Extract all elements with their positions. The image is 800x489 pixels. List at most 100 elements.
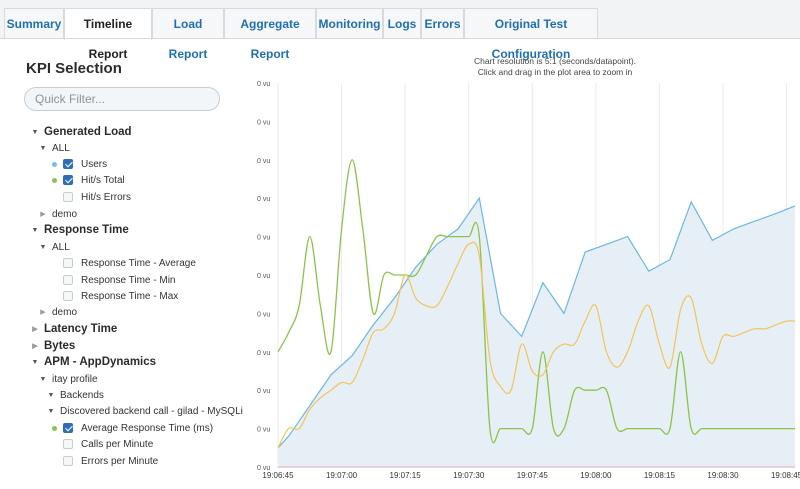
kpi-tree-label: Response Time - Max <box>81 290 179 302</box>
y-tick-label: 0 vu <box>257 119 270 126</box>
y-tick-label: 0 vu <box>257 350 270 357</box>
kpi-tree-group-itay-profile[interactable]: ▼ itay profile <box>38 372 98 386</box>
chart-resolution-note: Chart resolution is 5:1 (seconds/datapoi… <box>440 56 670 78</box>
x-axis-labels: 19:06:45 19:07:00 19:07:15 19:07:30 19:07:45… <box>262 471 800 480</box>
kpi-tree-section-bytes[interactable]: ▶ Bytes <box>30 339 75 353</box>
x-tick-label: 19:08:30 <box>707 471 739 480</box>
y-tick-label: 0 vu <box>257 465 270 472</box>
kpi-checkbox[interactable] <box>63 291 73 301</box>
average-response-time-series-line <box>277 241 796 449</box>
kpi-tree-item-calls-per-minute[interactable]: Calls per Minute <box>52 437 153 451</box>
chart-zoom-hint: Click and drag in the plot area to zoom … <box>477 67 633 77</box>
tab-monitoring[interactable]: Monitoring <box>316 8 383 39</box>
x-tick-label: 19:08:15 <box>644 471 676 480</box>
kpi-tree-label: Errors per Minute <box>81 455 159 467</box>
expand-arrow-icon[interactable]: ▶ <box>32 343 38 350</box>
kpi-tree-label: Discovered backend call - gilad - MySQLi <box>60 405 243 417</box>
tab-load-report[interactable]: Load Report <box>152 8 224 61</box>
x-tick-label: 19:08:00 <box>580 471 612 480</box>
y-tick-label: 0 vu <box>257 158 270 165</box>
kpi-tree-label: Latency Time <box>44 323 118 335</box>
x-tick-label: 19:07:45 <box>517 471 549 480</box>
chart-resolution-text: Chart resolution is 5:1 (seconds/datapoi… <box>473 56 637 66</box>
kpi-checkbox[interactable] <box>63 275 73 285</box>
kpi-checkbox[interactable] <box>63 175 73 185</box>
kpi-tree-label: Response Time - Min <box>81 274 176 286</box>
kpi-tree-label: demo <box>52 306 78 318</box>
quick-filter-input[interactable] <box>24 87 220 111</box>
kpi-tree-item-errors-per-minute[interactable]: Errors per Minute <box>52 454 158 468</box>
users-area-fill <box>278 198 795 467</box>
kpi-tree-item-users[interactable]: Users <box>52 157 107 171</box>
x-tick-label: 19:06:45 <box>262 471 294 480</box>
x-tick-label: 19:07:15 <box>390 471 422 480</box>
collapse-arrow-icon[interactable]: ▼ <box>47 391 55 399</box>
tab-aggregate-report[interactable]: Aggregate Report <box>224 8 316 61</box>
kpi-tree-label: Response Time - Average <box>81 257 196 269</box>
kpi-checkbox[interactable] <box>63 192 73 202</box>
series-color-dot <box>52 425 57 431</box>
kpi-tree-label: Calls per Minute <box>81 438 154 450</box>
kpi-tree-group-discovered-backend-call-gilad-mysqli[interactable]: ▼ Discovered backend call - gilad - MySQL… <box>46 404 243 418</box>
collapse-arrow-icon[interactable]: ▼ <box>31 128 39 136</box>
y-tick-label: 0 vu <box>257 235 270 242</box>
expand-arrow-icon[interactable]: ▶ <box>32 326 38 333</box>
tab-summary[interactable]: Summary <box>4 8 64 39</box>
x-tick-label: 19:08:45 <box>771 471 800 480</box>
tab-logs[interactable]: Logs <box>383 8 421 39</box>
kpi-checkbox[interactable] <box>63 456 73 466</box>
expand-arrow-icon[interactable]: ▶ <box>40 309 46 316</box>
y-tick-label: 0 vu <box>257 196 270 203</box>
hits-total-series-line <box>277 159 795 444</box>
collapse-arrow-icon[interactable]: ▼ <box>31 226 39 234</box>
kpi-tree-section-generated-load[interactable]: ▼ Generated Load <box>30 125 132 139</box>
tab-timeline-report[interactable]: Timeline Report <box>64 8 152 61</box>
kpi-tree-group-all[interactable]: ▼ ALL <box>38 141 70 155</box>
kpi-tree-group-demo[interactable]: ▶ demo <box>38 207 77 221</box>
kpi-tree-section-latency-time[interactable]: ▶ Latency Time <box>30 322 117 336</box>
kpi-tree-label: ALL <box>52 241 70 253</box>
kpi-checkbox[interactable] <box>63 423 73 433</box>
kpi-tree-group-all[interactable]: ▼ ALL <box>38 240 70 254</box>
users-series-line <box>277 196 796 449</box>
kpi-tree-section-apm-appdynamics[interactable]: ▼ APM - AppDynamics <box>30 355 157 369</box>
tab-bar: Summary Timeline Report Load Report Aggr… <box>0 0 800 61</box>
kpi-tree-label: ALL <box>52 142 70 154</box>
x-tick-label: 19:07:00 <box>326 471 358 480</box>
kpi-tree-label: Backends <box>60 389 104 401</box>
kpi-tree-label: Hit/s Errors <box>81 191 131 203</box>
tab-errors[interactable]: Errors <box>421 8 464 39</box>
tab-original-test-configuration[interactable]: Original Test Configuration <box>464 8 598 61</box>
kpi-tree-section-response-time[interactable]: ▼ Response Time <box>30 223 129 237</box>
collapse-arrow-icon[interactable]: ▼ <box>39 144 47 152</box>
kpi-tree-label: Average Response Time (ms) <box>81 422 214 434</box>
collapse-arrow-icon[interactable]: ▼ <box>47 407 55 415</box>
kpi-tree-item-response-time-min[interactable]: Response Time - Min <box>52 273 175 287</box>
kpi-tree-label: Bytes <box>44 340 76 352</box>
kpi-checkbox[interactable] <box>63 258 73 268</box>
y-tick-label: 0 vu <box>257 388 270 395</box>
kpi-tree-item-response-time-average[interactable]: Response Time - Average <box>52 256 196 270</box>
expand-arrow-icon[interactable]: ▶ <box>40 211 46 218</box>
kpi-checkbox[interactable] <box>63 439 73 449</box>
kpi-tree-label: Response Time <box>44 224 129 236</box>
kpi-tree-item-average-response-time-ms[interactable]: Average Response Time (ms) <box>52 421 213 435</box>
collapse-arrow-icon[interactable]: ▼ <box>39 375 47 383</box>
kpi-tree-group-backends[interactable]: ▼ Backends <box>46 388 104 402</box>
series-color-dot <box>52 161 57 167</box>
kpi-tree-group-demo[interactable]: ▶ demo <box>38 305 77 319</box>
series-color-dot <box>52 177 57 183</box>
y-tick-label: 0 vu <box>257 81 270 88</box>
collapse-arrow-icon[interactable]: ▼ <box>31 358 39 366</box>
kpi-tree-item-response-time-max[interactable]: Response Time - Max <box>52 289 178 303</box>
kpi-tree-item-hit-s-total[interactable]: Hit/s Total <box>52 173 125 187</box>
y-tick-label: 0 vu <box>257 273 270 280</box>
y-tick-label: 0 vu <box>257 311 270 318</box>
kpi-tree-label: demo <box>52 208 78 220</box>
kpi-checkbox[interactable] <box>63 159 73 169</box>
collapse-arrow-icon[interactable]: ▼ <box>39 243 47 251</box>
kpi-tree-item-hit-s-errors[interactable]: Hit/s Errors <box>52 190 131 204</box>
kpi-tree-label: Generated Load <box>44 126 132 138</box>
kpi-tree-label: Hit/s Total <box>81 174 125 186</box>
